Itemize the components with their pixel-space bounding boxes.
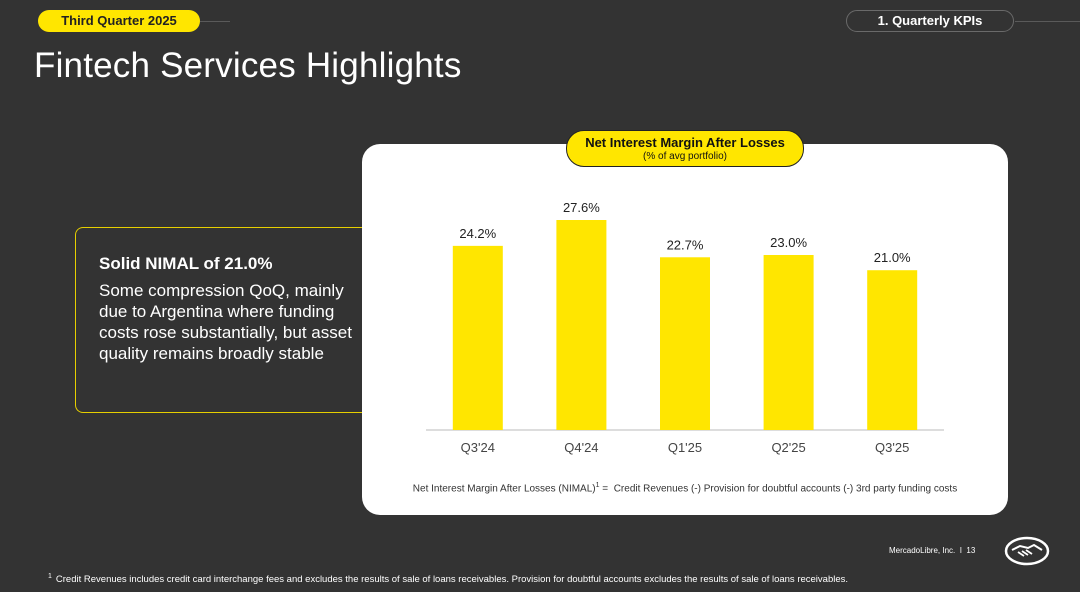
bar-4 bbox=[867, 270, 918, 430]
formula-definition: = Credit Revenues (-) Provision for doub… bbox=[599, 483, 958, 495]
callout-box bbox=[75, 227, 375, 413]
bar-2 bbox=[660, 257, 710, 430]
x-tick-label-1: Q4'24 bbox=[564, 440, 598, 455]
x-tick-label-0: Q3'24 bbox=[461, 440, 495, 455]
bar-value-label-2: 22.7% bbox=[667, 237, 704, 252]
x-tick-label-2: Q1'25 bbox=[668, 440, 702, 455]
chart-title-badge: Net Interest Margin After Losses (% of a… bbox=[566, 130, 804, 167]
footnote-text: Credit Revenues includes credit card int… bbox=[55, 574, 849, 586]
bar-value-label-3: 23.0% bbox=[770, 235, 807, 250]
footer-company: MercadoLibre, Inc. I 13 bbox=[889, 546, 975, 555]
bar-value-label-4: 21.0% bbox=[874, 250, 911, 265]
formula-term: Net Interest Margin After Losses (NIMAL) bbox=[412, 483, 596, 495]
chart-subtitle: (% of avg portfolio) bbox=[643, 151, 727, 162]
nimal-formula: Net Interest Margin After Losses (NIMAL)… bbox=[362, 482, 1008, 494]
footnote: 1 Credit Revenues includes credit card in… bbox=[48, 573, 848, 585]
bar-1 bbox=[556, 220, 607, 430]
callout-headline: Solid NIMAL of 21.0% bbox=[99, 254, 273, 273]
formula-footnote-ref: 1 bbox=[595, 482, 600, 489]
page-title: Fintech Services Highlights bbox=[34, 46, 462, 85]
chart-title: Net Interest Margin After Losses bbox=[585, 135, 785, 150]
footer-separator: I bbox=[959, 546, 962, 555]
x-tick-label-4: Q3'25 bbox=[875, 440, 909, 455]
page-number: 13 bbox=[966, 546, 976, 555]
header-rule-right bbox=[1015, 21, 1080, 22]
section-badge: 1. Quarterly KPIs bbox=[846, 10, 1014, 32]
bar-0 bbox=[452, 245, 503, 430]
company-name: MercadoLibre, Inc. bbox=[889, 546, 956, 555]
quarter-badge: Third Quarter 2025 bbox=[38, 10, 200, 32]
bar-value-label-0: 24.2% bbox=[459, 226, 496, 241]
bar-3 bbox=[763, 255, 814, 430]
handshake-logo-icon bbox=[1004, 536, 1050, 566]
header-rule bbox=[200, 21, 230, 22]
bar-value-label-1: 27.6% bbox=[563, 200, 600, 215]
x-tick-label-3: Q2'25 bbox=[771, 440, 805, 455]
callout-body: Some compression QoQ, mainly due to Arge… bbox=[99, 281, 352, 363]
footnote-marker: 1 bbox=[48, 573, 52, 580]
